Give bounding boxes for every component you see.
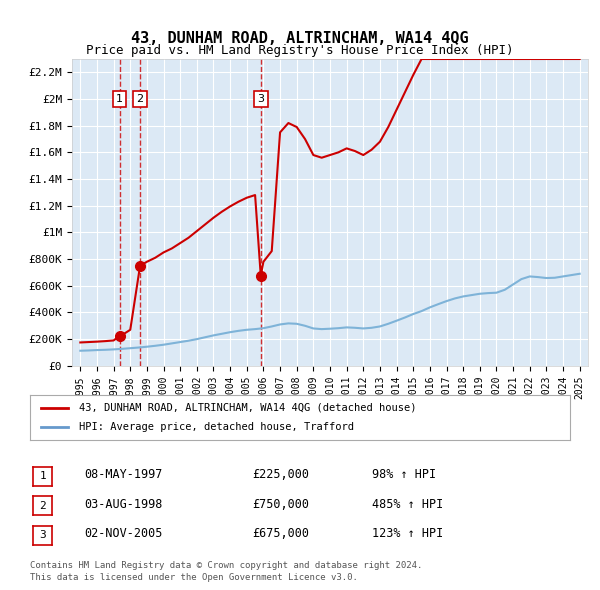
Text: Contains HM Land Registry data © Crown copyright and database right 2024.: Contains HM Land Registry data © Crown c… (30, 560, 422, 570)
Text: 2: 2 (39, 501, 46, 510)
Text: 02-NOV-2005: 02-NOV-2005 (84, 527, 163, 540)
Text: 3: 3 (39, 530, 46, 540)
Text: 1: 1 (116, 94, 123, 104)
Text: 2: 2 (137, 94, 143, 104)
Text: 485% ↑ HPI: 485% ↑ HPI (372, 498, 443, 511)
Text: 3: 3 (257, 94, 264, 104)
Text: This data is licensed under the Open Government Licence v3.0.: This data is licensed under the Open Gov… (30, 572, 358, 582)
Text: 98% ↑ HPI: 98% ↑ HPI (372, 468, 436, 481)
Text: £750,000: £750,000 (252, 498, 309, 511)
Text: 123% ↑ HPI: 123% ↑ HPI (372, 527, 443, 540)
Text: £225,000: £225,000 (252, 468, 309, 481)
Text: 43, DUNHAM ROAD, ALTRINCHAM, WA14 4QG: 43, DUNHAM ROAD, ALTRINCHAM, WA14 4QG (131, 31, 469, 46)
Text: HPI: Average price, detached house, Trafford: HPI: Average price, detached house, Traf… (79, 422, 353, 432)
Text: 1: 1 (39, 471, 46, 481)
Text: 08-MAY-1997: 08-MAY-1997 (84, 468, 163, 481)
Text: Price paid vs. HM Land Registry's House Price Index (HPI): Price paid vs. HM Land Registry's House … (86, 44, 514, 57)
Text: 03-AUG-1998: 03-AUG-1998 (84, 498, 163, 511)
Text: 43, DUNHAM ROAD, ALTRINCHAM, WA14 4QG (detached house): 43, DUNHAM ROAD, ALTRINCHAM, WA14 4QG (d… (79, 403, 416, 412)
Text: £675,000: £675,000 (252, 527, 309, 540)
